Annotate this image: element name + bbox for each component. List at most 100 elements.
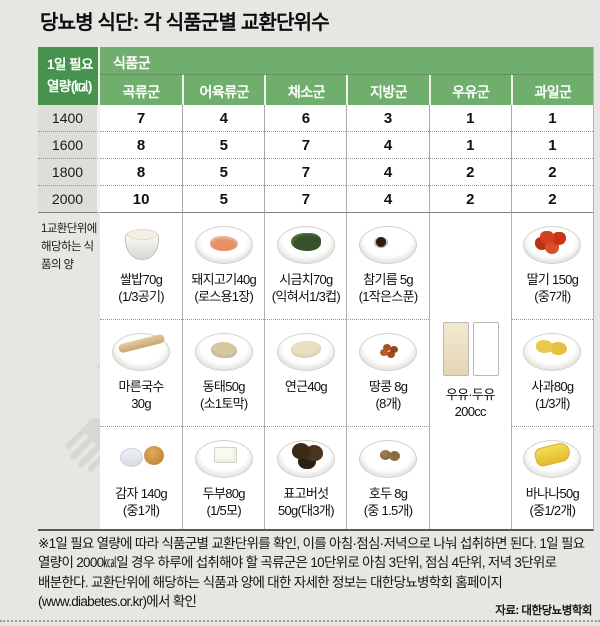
rice-bowl-icon (111, 220, 171, 268)
shiitake-icon (276, 434, 336, 482)
food-amount: (로스용1장) (194, 289, 254, 305)
unit-value: 4 (346, 159, 429, 186)
spinach-icon (276, 220, 336, 268)
sesame-oil-spoon-icon (358, 220, 418, 268)
unit-value: 4 (346, 186, 429, 213)
unit-value: 6 (264, 105, 347, 132)
walnut-icon (358, 434, 418, 482)
food-amount: (1/3공기) (118, 289, 164, 305)
strawberry-icon (522, 220, 582, 268)
column-header-meat-fish: 어육류군 (182, 75, 265, 105)
column-header-vegetable: 채소군 (264, 75, 347, 105)
unit-value: 8 (100, 159, 183, 186)
food-amount: 200cc (454, 404, 487, 419)
lotus-root-icon (276, 327, 336, 375)
calorie-header-cell: 1일 필요 열량(㎉) (38, 47, 100, 105)
food-cell-tofu: 두부80g (1/5모) (182, 426, 265, 529)
food-name: 돼지고기40g (191, 272, 257, 287)
unit-value: 1 (428, 132, 511, 159)
page-title: 당뇨병 식단: 각 식품군별 교환단위수 (40, 12, 330, 34)
peanut-icon (358, 327, 418, 375)
column-header-fruit: 과일군 (510, 75, 593, 105)
tofu-icon (194, 434, 254, 482)
calorie-header-line1: 1일 필요 (47, 57, 94, 72)
food-name: 연근40g (284, 379, 328, 394)
column-header-grain: 곡류군 (100, 75, 183, 105)
soymilk-glass (443, 321, 470, 376)
banana-icon (522, 434, 582, 482)
exchange-unit-table: 1일 필요 열량(㎉) 식품군 곡류군 어육류군 채소군 지방군 우유군 과일군… (38, 47, 594, 531)
food-amount: (1/3개) (535, 396, 570, 412)
food-amount: (1/5모) (206, 503, 241, 519)
pork-icon (194, 220, 254, 268)
food-amount: (중1/2개) (529, 503, 576, 519)
food-amount: (8개) (375, 396, 402, 412)
food-name: 표고버섯 (283, 486, 329, 501)
food-cell-pollack: 동태50g (소1토막) (182, 319, 265, 426)
food-group-header: 식품군 (100, 47, 593, 75)
food-amount: (중1개) (122, 503, 160, 519)
unit-value: 7 (264, 132, 347, 159)
food-name: 마른국수 (118, 379, 165, 394)
food-cell-lotus-root: 연근40g (264, 319, 347, 426)
food-amount: (익혀서1/3컵) (271, 289, 341, 305)
unit-value: 2 (428, 159, 511, 186)
food-name: 호두 8g (368, 486, 408, 501)
food-name: 우유·두유 (445, 386, 495, 402)
food-cell-banana: 바나나50g (중1/2개) (510, 426, 593, 529)
food-name: 땅콩 8g (368, 379, 408, 394)
food-name: 딸기 150g (526, 272, 579, 287)
food-cell-noodles: 마른국수 30g (100, 319, 183, 426)
food-cell-strawberry: 딸기 150g (중7개) (510, 213, 593, 319)
milk-soymilk-glasses-icon (440, 321, 500, 378)
food-amount: (중7개) (534, 289, 571, 305)
food-cell-shiitake: 표고버섯 50g(대3개) (264, 426, 347, 529)
dry-noodles-icon (111, 327, 171, 375)
unit-value: 5 (182, 159, 265, 186)
unit-value: 10 (100, 186, 183, 213)
food-name: 감자 140g (115, 486, 167, 501)
food-cell-potato: 감자 140g (중1개) (100, 426, 183, 529)
food-cell-sesame-oil: 참기름 5g (1작은스푼) (346, 213, 429, 319)
food-name: 바나나50g (525, 486, 580, 501)
food-name: 참기름 5g (363, 272, 413, 287)
unit-value: 5 (182, 132, 265, 159)
food-cell-peanut: 땅콩 8g (8개) (346, 319, 429, 426)
calorie-row-1400: 1400 (38, 105, 100, 132)
column-header-milk: 우유군 (428, 75, 511, 105)
bottom-dotted-rule (0, 620, 600, 622)
food-amount: (중 1.5개) (363, 503, 413, 519)
unit-value: 8 (100, 132, 183, 159)
pollack-icon (194, 327, 254, 375)
food-amount: 50g(대3개) (277, 503, 335, 519)
potato-icon (111, 434, 171, 482)
unit-value: 2 (510, 186, 593, 213)
food-name: 동태50g (202, 379, 246, 394)
food-name: 쌀밥70g (120, 272, 163, 287)
unit-value: 1 (510, 132, 593, 159)
food-amount: 30g (131, 396, 151, 412)
unit-value: 2 (510, 159, 593, 186)
column-header-fat: 지방군 (346, 75, 429, 105)
calorie-header-line2: 열량(㎉) (47, 78, 92, 94)
food-cell-walnut: 호두 8g (중 1.5개) (346, 426, 429, 529)
milk-glass (473, 321, 500, 376)
apple-icon (522, 327, 582, 375)
calorie-row-2000: 2000 (38, 186, 100, 213)
calorie-row-1800: 1800 (38, 159, 100, 186)
food-cell-pork: 돼지고기40g (로스용1장) (182, 213, 265, 319)
food-cell-milk-soymilk: 우유·두유 200cc (428, 213, 511, 529)
unit-value: 4 (182, 105, 265, 132)
food-amount: (1작은스푼) (358, 289, 419, 305)
food-name: 두부80g (202, 486, 246, 501)
food-cell-rice: 쌀밥70g (1/3공기) (100, 213, 183, 319)
unit-value: 3 (346, 105, 429, 132)
food-name: 사과80g (531, 379, 574, 394)
unit-value: 2 (428, 186, 511, 213)
footnote-text: ※1일 필요 열량에 따라 식품군별 교환단위를 확인, 이를 아침·점심·저녁… (38, 536, 585, 609)
food-cell-spinach: 시금치70g (익혀서1/3컵) (264, 213, 347, 319)
food-name: 시금치70g (279, 272, 333, 287)
food-amount-row-label: 1교환단위에 해당하는 식품의 양 (41, 223, 97, 271)
unit-value: 7 (264, 159, 347, 186)
unit-value: 4 (346, 132, 429, 159)
